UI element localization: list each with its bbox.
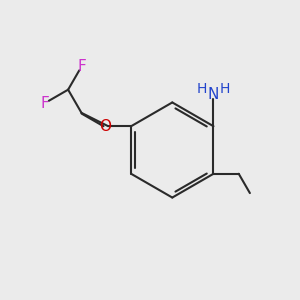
Text: F: F: [40, 96, 49, 111]
Text: N: N: [208, 87, 219, 102]
Text: F: F: [77, 59, 86, 74]
Text: H: H: [220, 82, 230, 96]
Text: O: O: [99, 119, 111, 134]
Text: H: H: [197, 82, 207, 96]
